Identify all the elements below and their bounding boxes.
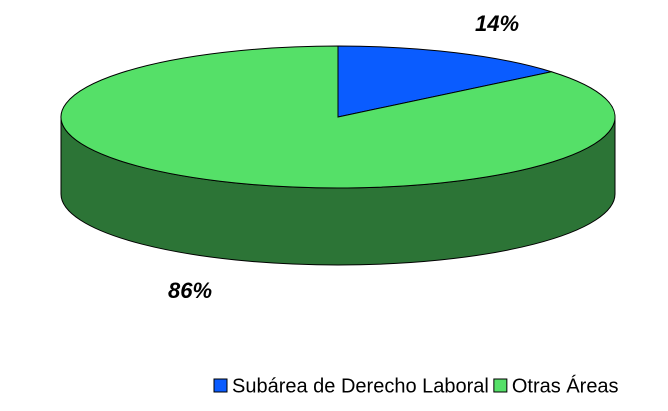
pie-slice [337, 45, 554, 118]
legend-label: Otras Áreas [512, 374, 619, 397]
value-label: 86% [168, 278, 212, 303]
pie-slice [60, 45, 616, 189]
legend-label: Subárea de Derecho Laboral [232, 375, 489, 397]
legend-swatch [493, 378, 508, 393]
value-label: 14% [475, 11, 519, 36]
legend-swatch [213, 378, 228, 393]
